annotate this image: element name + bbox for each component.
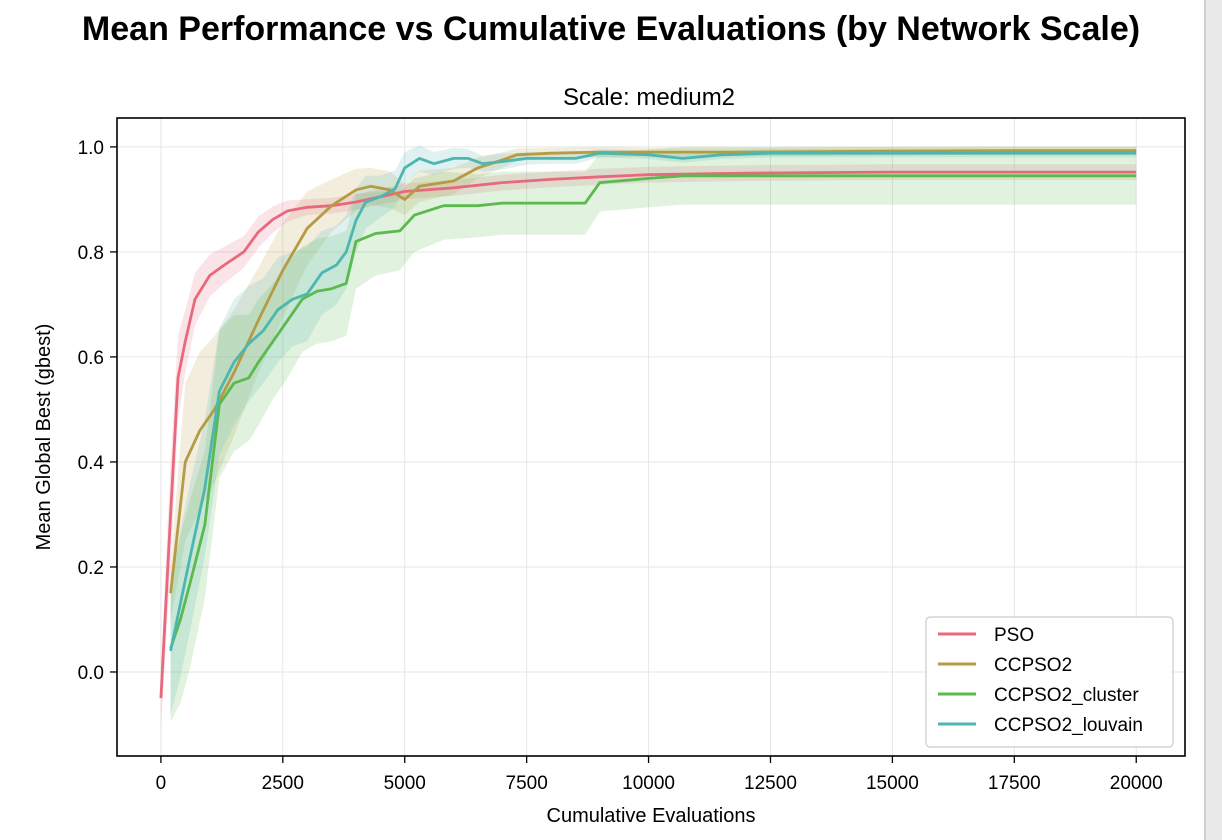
legend-box [925,616,1174,748]
y-tick-label: 0.8 [78,243,104,264]
x-tick-label: 17500 [988,773,1041,794]
legend: PSO CCPSO2 CCPSO2_cluster CCPSO2_louvain [925,616,1174,748]
band-ccpso2-cluster [170,146,1137,722]
line-ccpso2 [169,149,1137,594]
band-ccpso2 [170,146,1137,620]
y-tick-label: 0.0 [78,663,104,684]
legend-label: CCPSO2 [994,655,1072,676]
x-ticks: 0 2500 5000 7500 10000 12500 15000 17500 20000 [156,756,1163,794]
y-axis-label: Mean Global Best (gbest) [33,324,55,551]
legend-item-ccpso2-louvain: CCPSO2_louvain [938,715,1143,736]
legend-item-pso: PSO [938,625,1034,646]
chart-title: Scale: medium2 [563,84,735,111]
legend-label: CCPSO2_louvain [994,715,1143,736]
legend-item-ccpso2: CCPSO2 [938,655,1072,676]
x-axis-label: Cumulative Evaluations [547,805,756,827]
x-tick-label: 5000 [384,773,426,794]
y-tick-label: 1.0 [78,138,104,159]
x-tick-label: 20000 [1110,773,1163,794]
legend-item-ccpso2-cluster: CCPSO2_cluster [938,685,1139,706]
x-tick-label: 2500 [262,773,304,794]
window-edge [1204,0,1222,840]
confidence-bands [160,145,1137,730]
x-tick-label: 7500 [506,773,548,794]
axes-frame [116,117,1186,757]
x-tick-label: 0 [156,773,167,794]
x-tick-label: 15000 [866,773,919,794]
line-ccpso2-louvain [169,151,1137,652]
legend-label: PSO [994,625,1034,646]
y-tick-label: 0.6 [78,348,104,369]
y-ticks: 0.0 0.2 0.4 0.6 0.8 1.0 [78,138,117,684]
figure-suptitle: Mean Performance vs Cumulative Evaluatio… [81,10,1141,48]
x-tick-label: 12500 [744,773,797,794]
line-ccpso2-cluster [169,174,1137,649]
y-tick-label: 0.2 [78,558,104,579]
y-tick-label: 0.4 [78,453,105,474]
legend-label: CCPSO2_cluster [994,685,1139,706]
band-pso [160,164,1137,730]
series-lines [159,149,1137,699]
x-tick-label: 10000 [622,773,675,794]
